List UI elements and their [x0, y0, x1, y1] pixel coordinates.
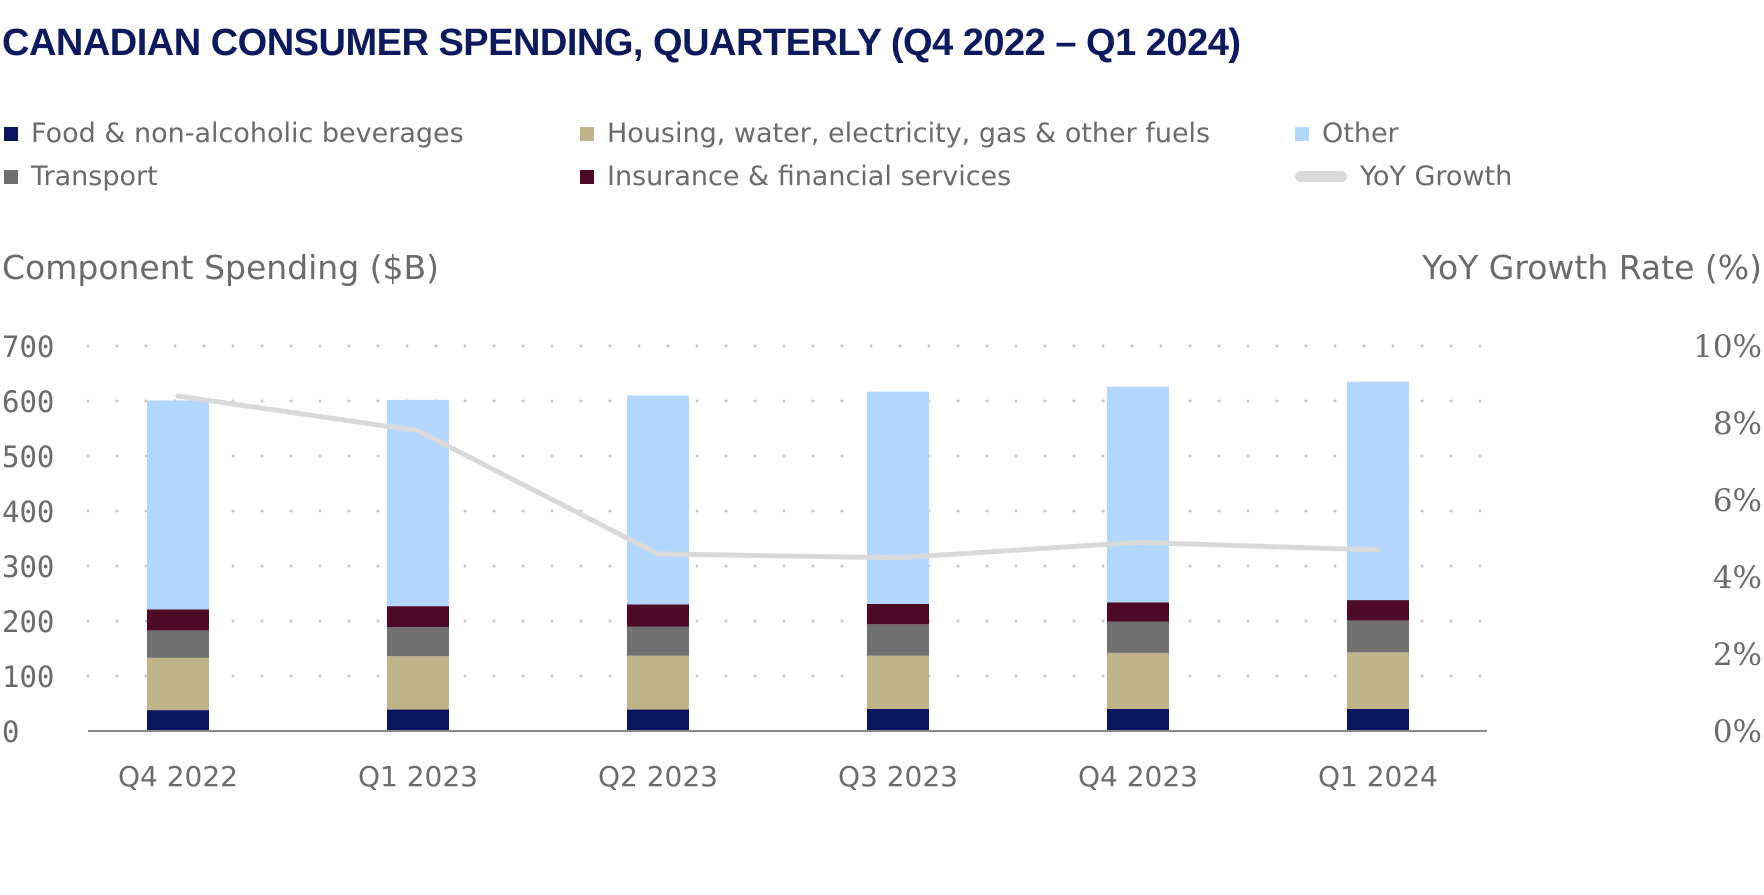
legend-swatch-food	[4, 126, 18, 141]
bar-insurance-5	[1347, 600, 1409, 621]
bar-transport-5	[1347, 620, 1409, 653]
y-axis-title-right: YoY Growth Rate (%)	[1422, 248, 1762, 287]
y-tick-left-400: 400	[2, 495, 54, 529]
bar-housing-5	[1347, 652, 1409, 709]
y-tick-right-10pct: 10%	[1693, 329, 1762, 365]
legend-item-other: Other	[1295, 118, 1399, 149]
bar-food-5	[1347, 709, 1409, 731]
x-tick-5: Q1 2024	[1318, 760, 1438, 793]
axes: 700 600 500 400 300 200 100 0 10% 8% 6% 4% 2% 0% Q4 20…	[2, 329, 1762, 793]
y-tick-left-600: 600	[2, 385, 54, 419]
legend-label-insurance: Insurance & financial services	[607, 161, 1012, 192]
yoy-growth-point-1	[415, 428, 421, 434]
legend-swatch-insurance	[580, 169, 594, 184]
y-tick-left-0: 0	[2, 715, 19, 749]
legend-label-transport: Transport	[31, 161, 158, 192]
bar-other-4	[1107, 386, 1169, 603]
y-axis-title-left: Component Spending ($B)	[2, 248, 440, 287]
x-tick-4: Q4 2023	[1078, 760, 1198, 793]
y-tick-right-6pct: 6%	[1713, 483, 1762, 519]
bar-transport-0	[147, 630, 209, 658]
bar-food-1	[387, 709, 449, 731]
bar-transport-3	[867, 624, 929, 656]
bar-insurance-4	[1107, 602, 1169, 622]
legend-label-yoy-growth: YoY Growth	[1360, 161, 1513, 192]
y-tick-left-100: 100	[2, 660, 54, 694]
bar-housing-4	[1107, 652, 1169, 709]
bar-insurance-1	[387, 606, 449, 628]
y-tick-left-700: 700	[2, 330, 54, 364]
bar-other-1	[387, 399, 449, 607]
yoy-growth-point-2	[655, 551, 661, 557]
y-tick-right-0pct: 0%	[1713, 714, 1762, 750]
y-tick-left-500: 500	[2, 440, 54, 474]
bar-housing-2	[627, 655, 689, 710]
bar-transport-2	[627, 626, 689, 656]
bar-transport-4	[1107, 621, 1169, 653]
legend-label-food: Food & non-alcoholic beverages	[31, 118, 464, 149]
y-tick-left-200: 200	[2, 605, 54, 639]
x-tick-0: Q4 2022	[118, 760, 238, 793]
legend-label-other: Other	[1322, 118, 1399, 149]
chart-title: CANADIAN CONSUMER SPENDING, QUARTERLY (Q…	[2, 22, 1241, 64]
bar-food-3	[867, 709, 929, 731]
yoy-growth-line	[175, 393, 1381, 561]
bar-insurance-2	[627, 604, 689, 627]
bar-insurance-0	[147, 609, 209, 631]
bar-housing-3	[867, 655, 929, 709]
bar-food-4	[1107, 709, 1169, 731]
y-tick-left-300: 300	[2, 550, 54, 584]
yoy-growth-point-5	[1375, 547, 1381, 553]
yoy-growth-point-0	[175, 393, 181, 399]
legend-item-food: Food & non-alcoholic beverages	[4, 118, 464, 149]
bar-insurance-3	[867, 603, 929, 625]
legend-label-housing: Housing, water, electricity, gas & other…	[607, 118, 1211, 149]
legend-swatch-transport	[4, 169, 18, 184]
bar-food-0	[147, 710, 209, 731]
legend-item-transport: Transport	[4, 161, 158, 192]
bar-food-2	[627, 709, 689, 731]
y-tick-right-2pct: 2%	[1713, 637, 1762, 673]
legend-swatch-housing	[580, 126, 594, 141]
bar-series	[147, 381, 1409, 731]
bar-other-2	[627, 395, 689, 605]
bar-housing-1	[387, 656, 449, 710]
y-tick-right-8pct: 8%	[1713, 406, 1762, 442]
legend-swatch-other	[1295, 126, 1309, 141]
yoy-growth-point-4	[1135, 539, 1141, 545]
bar-other-0	[147, 400, 209, 610]
legend-item-yoy-growth: YoY Growth	[1295, 161, 1512, 192]
legend-line-yoy-growth	[1295, 171, 1347, 182]
bar-housing-0	[147, 657, 209, 711]
legend-item-insurance: Insurance & financial services	[580, 161, 1011, 192]
yoy-growth-point-3	[895, 555, 901, 561]
bar-other-5	[1347, 381, 1409, 601]
x-tick-1: Q1 2023	[358, 760, 478, 793]
bar-transport-1	[387, 627, 449, 657]
yoy-growth-line-layer	[175, 393, 1381, 561]
gridlines	[86, 344, 1489, 678]
x-tick-3: Q3 2023	[838, 760, 958, 793]
y-tick-right-4pct: 4%	[1713, 560, 1762, 596]
legend-item-housing: Housing, water, electricity, gas & other…	[580, 118, 1210, 149]
bar-other-3	[867, 391, 929, 604]
x-tick-2: Q2 2023	[598, 760, 718, 793]
